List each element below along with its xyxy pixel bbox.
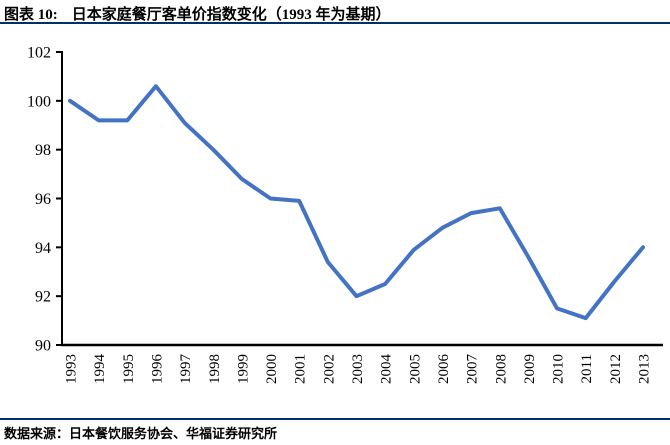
chart-header: 图表 10: 日本家庭餐厅客单价指数变化（1993 年为基期） bbox=[4, 3, 391, 24]
y-axis-label: 92 bbox=[35, 289, 51, 306]
x-axis-label: 2000 bbox=[264, 354, 280, 384]
x-axis-label: 2003 bbox=[350, 354, 366, 384]
x-axis-label: 2010 bbox=[551, 354, 567, 384]
footer-divider bbox=[0, 418, 670, 420]
x-axis-label: 1997 bbox=[178, 354, 194, 385]
x-axis-label: 2006 bbox=[436, 354, 452, 385]
y-axis-label: 96 bbox=[35, 191, 51, 208]
x-axis-label: 2012 bbox=[608, 354, 624, 384]
figure-label: 图表 10: bbox=[4, 7, 58, 23]
y-axis-label: 98 bbox=[35, 142, 51, 159]
y-axis-label: 100 bbox=[27, 93, 51, 110]
chart-title: 日本家庭餐厅客单价指数变化（1993 年为基期） bbox=[71, 7, 391, 23]
x-axis-label: 2007 bbox=[465, 354, 481, 385]
data-source: 数据来源：日本餐饮服务协会、华福证券研究所 bbox=[4, 426, 278, 441]
x-axis-label: 1993 bbox=[64, 354, 80, 384]
y-axis-label: 102 bbox=[27, 45, 51, 62]
x-axis-label: 2008 bbox=[493, 354, 509, 384]
x-axis-label: 2001 bbox=[293, 354, 309, 384]
x-axis-label: 2002 bbox=[321, 354, 337, 384]
y-axis-label: 94 bbox=[35, 240, 51, 257]
x-axis-label: 1999 bbox=[235, 354, 251, 384]
x-axis-label: 2011 bbox=[579, 354, 595, 383]
x-axis-label: 2013 bbox=[637, 354, 653, 384]
y-axis-label: 90 bbox=[35, 338, 51, 355]
x-axis-label: 2004 bbox=[379, 354, 395, 385]
x-axis-label: 1994 bbox=[92, 354, 108, 385]
x-axis-label: 2005 bbox=[407, 354, 423, 384]
x-axis-label: 1995 bbox=[121, 354, 137, 384]
x-axis-label: 2009 bbox=[522, 354, 538, 384]
x-axis-label: 1996 bbox=[149, 354, 165, 385]
x-axis-label: 1998 bbox=[207, 354, 223, 384]
header-divider bbox=[0, 22, 670, 24]
price-index-series-line bbox=[68, 84, 645, 321]
